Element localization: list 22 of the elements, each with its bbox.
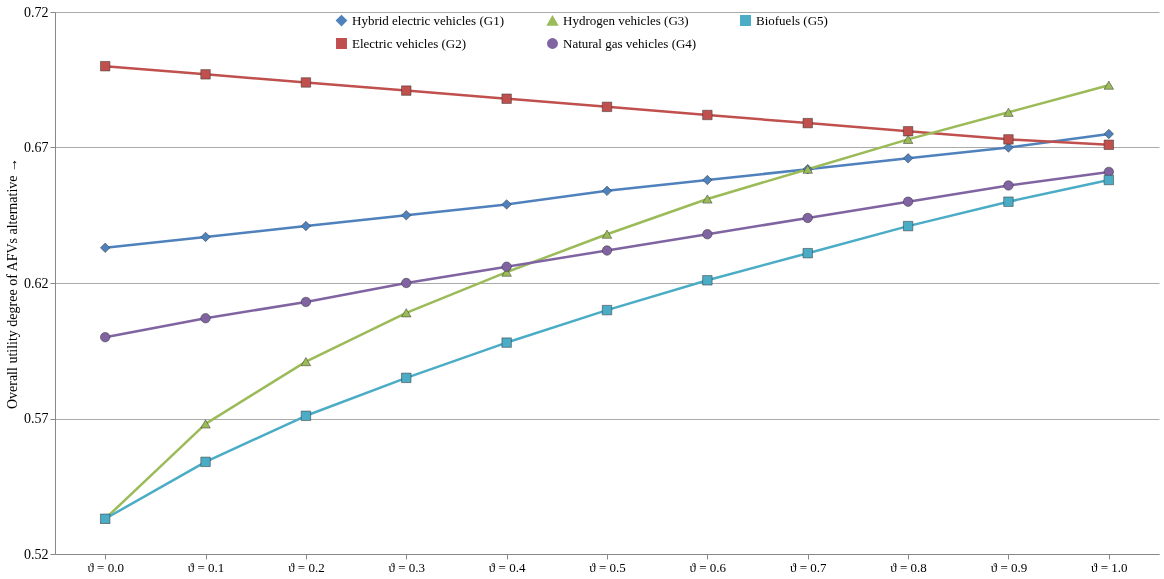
x-tick-label: ϑ = 0.2 [288,559,325,575]
x-tick-label: ϑ = 1.0 [1091,559,1128,575]
legend-label: Electric vehicles (G2) [352,35,467,51]
x-tick-label: ϑ = 0.4 [488,559,526,575]
y-tick-label: 0.57 [24,411,49,426]
y-tick-label: 0.72 [24,4,49,20]
y-tick-label: 0.52 [24,546,49,562]
legend-label: Hybrid electric vehicles (G1) [352,12,504,28]
y-axis-title: Overall utility degree of AFVs alternative → [5,157,20,410]
y-tick-label: 0.67 [24,140,49,155]
x-tick-label: ϑ = 0.5 [589,559,626,575]
x-tick-label: ϑ = 0.3 [388,559,426,575]
legend-label: Hydrogen vehicles (G3) [563,12,689,28]
x-tick-label: ϑ = 0.0 [87,559,124,575]
x-tick-label: ϑ = 0.1 [187,559,225,575]
y-tick-label: 0.62 [24,275,49,291]
x-tick-label: ϑ = 0.8 [890,559,927,575]
x-tick-label: ϑ = 0.7 [789,559,827,575]
x-tick-label: ϑ = 0.6 [689,559,727,575]
legend-label: Biofuels (G5) [756,12,828,28]
x-tick-label: ϑ = 0.9 [990,559,1028,575]
legend-label: Natural gas vehicles (G4) [563,35,697,51]
